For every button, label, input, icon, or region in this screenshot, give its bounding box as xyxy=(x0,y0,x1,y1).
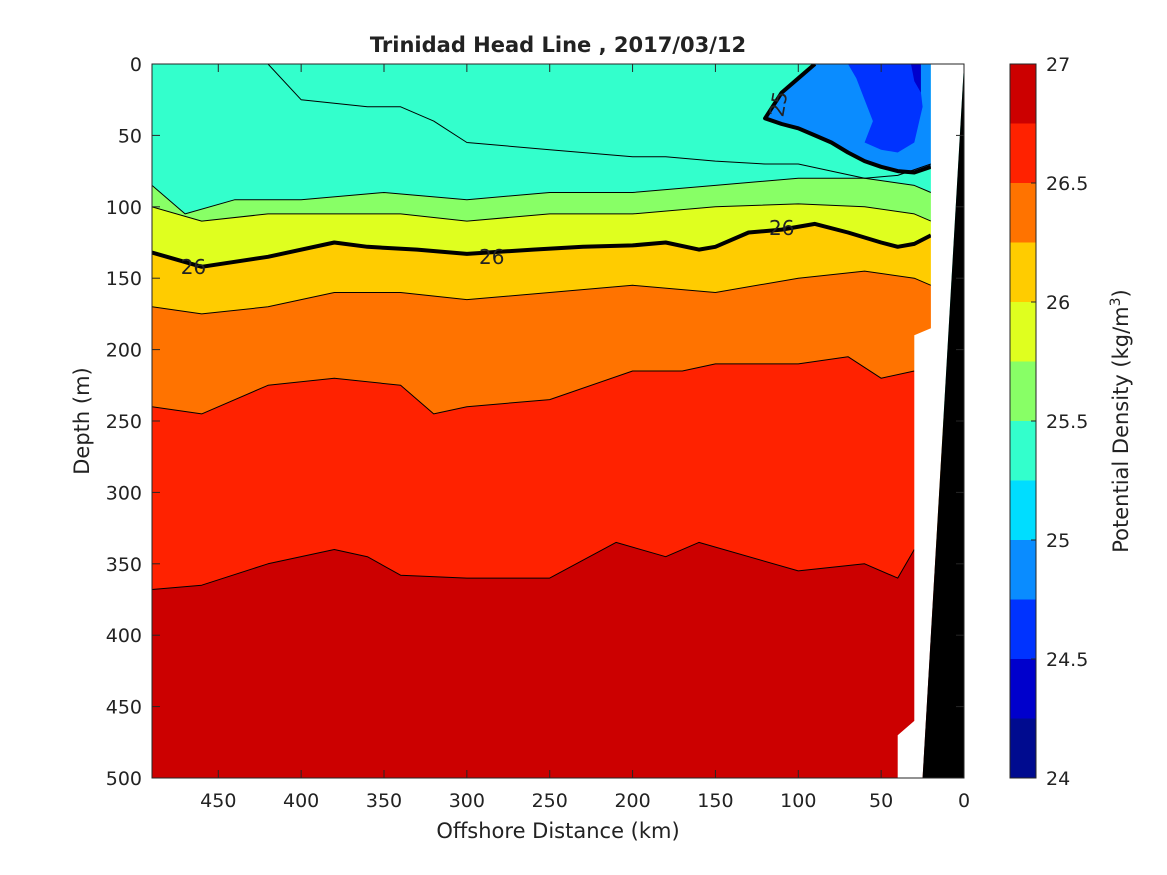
colorbar-tick-label: 27 xyxy=(1046,54,1070,76)
colorbar-label: Potential Density (kg/m3) xyxy=(1108,289,1133,553)
contour-line xyxy=(267,64,932,179)
contour-label: 26 xyxy=(769,216,794,240)
y-tick-label: 0 xyxy=(130,54,142,76)
contour-label: 26 xyxy=(479,245,504,269)
seafloor-bathymetry xyxy=(922,64,964,778)
labeled-contour-line xyxy=(152,221,932,269)
x-tick-label: 300 xyxy=(449,790,485,812)
labeled-contour-line xyxy=(763,64,932,175)
density-band xyxy=(848,64,923,153)
colorbar-tick-label: 25.5 xyxy=(1046,411,1088,433)
x-tick-label: 100 xyxy=(780,790,816,812)
colorbar-segment xyxy=(1010,242,1036,302)
y-tick-label: 150 xyxy=(106,268,142,290)
colorbar-segment xyxy=(1010,361,1036,421)
y-axis: 0 50 100 150 200 250 300 350 400 450 500 xyxy=(106,54,964,790)
x-axis-label: Offshore Distance (km) xyxy=(436,819,679,843)
no-data-mask xyxy=(897,64,964,778)
contour-line xyxy=(152,177,932,215)
x-tick-label: 50 xyxy=(869,790,893,812)
density-band xyxy=(152,542,964,778)
colorbar-segment xyxy=(1010,64,1036,124)
x-tick-label: 150 xyxy=(697,790,733,812)
colorbar-tick-label: 24 xyxy=(1046,768,1070,790)
x-tick-label: 400 xyxy=(283,790,319,812)
colorbar-segment xyxy=(1010,599,1036,659)
y-tick-label: 200 xyxy=(106,340,142,362)
y-tick-label: 300 xyxy=(106,482,142,504)
y-tick-label: 50 xyxy=(118,125,142,147)
colorbar-segment xyxy=(1010,718,1036,778)
y-axis-label: Depth (m) xyxy=(70,367,94,474)
colorbar-segment xyxy=(1010,480,1036,540)
y-tick-label: 250 xyxy=(106,411,142,433)
y-tick-label: 350 xyxy=(106,554,142,576)
contour-line xyxy=(152,270,932,315)
colorbar-segment xyxy=(1010,659,1036,719)
colorbar: 24 24.5 25 25.5 26 26.5 27 xyxy=(1009,54,1088,790)
colorbar-segment xyxy=(1010,302,1036,362)
x-axis: 450 400 350 300 250 200 150 100 50 0 xyxy=(200,64,970,812)
density-band xyxy=(911,64,921,93)
colorbar-segment xyxy=(1010,421,1036,481)
x-tick-label: 0 xyxy=(958,790,970,812)
x-tick-label: 350 xyxy=(366,790,402,812)
colorbar-tick-label: 26 xyxy=(1046,292,1070,314)
y-tick-label: 100 xyxy=(106,197,142,219)
contour-label: 26 xyxy=(181,255,206,279)
chart-title: Trinidad Head Line , 2017/03/12 xyxy=(370,33,746,57)
colorbar-segment xyxy=(1010,540,1036,600)
contour-line xyxy=(152,356,915,415)
y-tick-label: 400 xyxy=(106,625,142,647)
colorbar-segment xyxy=(1010,123,1036,183)
contour-line xyxy=(152,541,915,590)
colorbar-tick-label: 25 xyxy=(1046,530,1070,552)
contour-label: 25 xyxy=(764,89,792,118)
colorbar-tick-label: 24.5 xyxy=(1046,649,1088,671)
plot-area: 26 26 26 25 xyxy=(152,64,964,778)
x-tick-label: 450 xyxy=(200,790,236,812)
colorbar-segment xyxy=(1010,183,1036,243)
y-tick-label: 450 xyxy=(106,697,142,719)
x-tick-label: 250 xyxy=(532,790,568,812)
colorbar-tick-label: 26.5 xyxy=(1046,173,1088,195)
x-tick-label: 200 xyxy=(614,790,650,812)
y-tick-label: 500 xyxy=(106,768,142,790)
contour-line xyxy=(152,203,932,222)
